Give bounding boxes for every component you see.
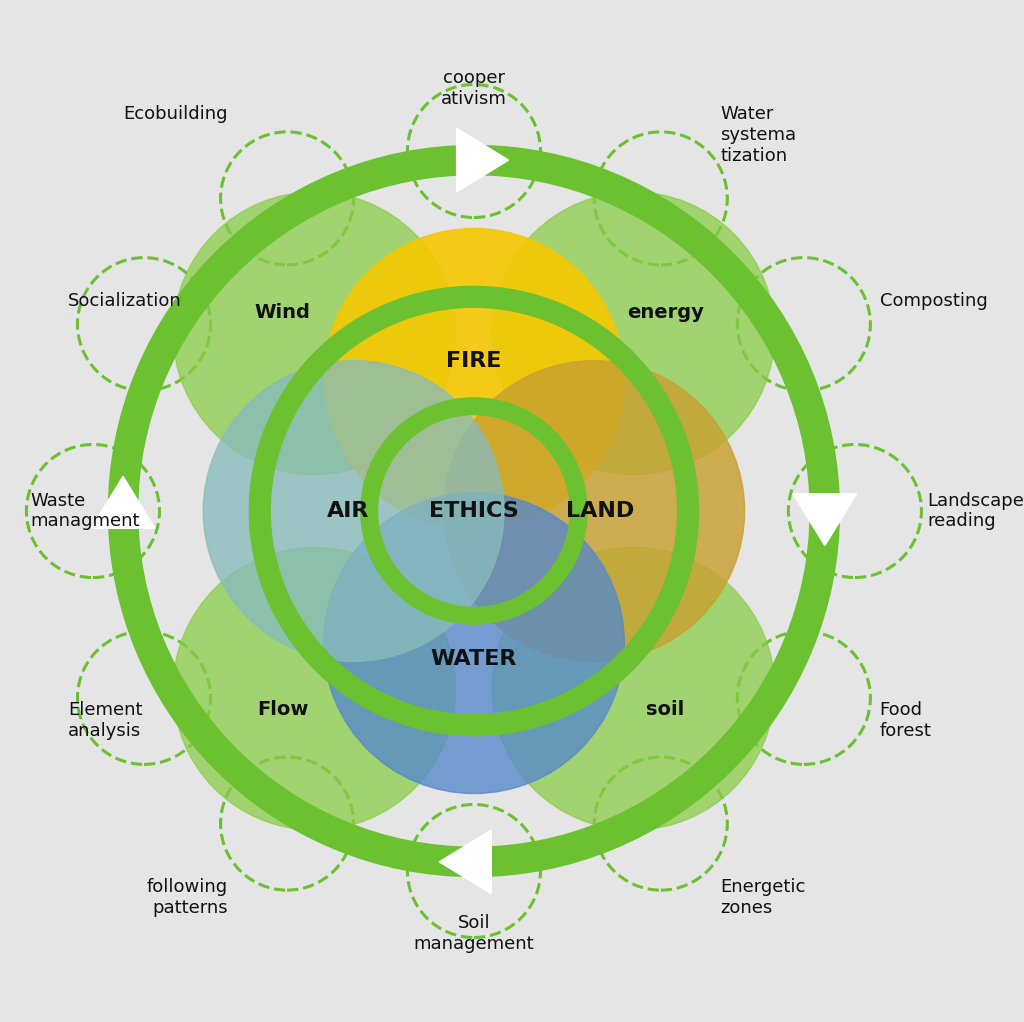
- Text: Energetic
zones: Energetic zones: [720, 878, 806, 917]
- Circle shape: [173, 192, 456, 474]
- Text: Landscape
reading: Landscape reading: [927, 492, 1024, 530]
- Text: Flow: Flow: [257, 700, 308, 719]
- Text: following
patterns: following patterns: [146, 878, 228, 917]
- Circle shape: [324, 493, 625, 793]
- Circle shape: [173, 548, 456, 830]
- Circle shape: [493, 548, 775, 830]
- Text: cooper
ativism: cooper ativism: [441, 68, 507, 107]
- Circle shape: [493, 192, 775, 474]
- Text: Composting: Composting: [880, 292, 987, 311]
- Text: LAND: LAND: [565, 501, 634, 521]
- Text: ETHICS: ETHICS: [429, 501, 519, 521]
- Text: Soil
management: Soil management: [414, 915, 535, 954]
- Text: soil: soil: [646, 700, 684, 719]
- Polygon shape: [91, 476, 155, 528]
- Text: AIR: AIR: [327, 501, 370, 521]
- Circle shape: [203, 361, 504, 661]
- Text: Socialization: Socialization: [69, 292, 182, 311]
- Text: Ecobuilding: Ecobuilding: [123, 105, 228, 124]
- Polygon shape: [457, 128, 509, 192]
- Text: Wind: Wind: [255, 303, 310, 322]
- Text: energy: energy: [627, 303, 703, 322]
- Text: Element
analysis: Element analysis: [69, 701, 143, 740]
- Polygon shape: [439, 830, 492, 894]
- Text: Food
forest: Food forest: [880, 701, 932, 740]
- Circle shape: [443, 361, 744, 661]
- Text: Waste
managment: Waste managment: [30, 492, 139, 530]
- Text: FIRE: FIRE: [446, 351, 502, 371]
- Text: WATER: WATER: [431, 649, 517, 668]
- Polygon shape: [793, 494, 857, 546]
- Circle shape: [324, 229, 625, 529]
- Text: Water
systema
tization: Water systema tization: [720, 105, 796, 165]
